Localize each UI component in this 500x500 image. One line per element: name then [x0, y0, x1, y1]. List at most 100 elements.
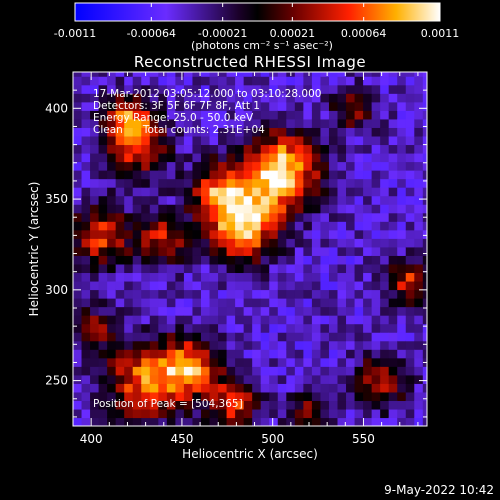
- heatmap-cell: [303, 110, 313, 120]
- heatmap-cell: [81, 357, 91, 367]
- heatmap-cell: [175, 127, 185, 137]
- heatmap-cell: [328, 383, 339, 393]
- heatmap-cell: [260, 263, 270, 274]
- heatmap-cell: [380, 229, 390, 239]
- heatmap-cell: [218, 84, 228, 94]
- heatmap-cell: [175, 178, 185, 188]
- heatmap-cell: [175, 263, 185, 274]
- heatmap-cell: [414, 187, 424, 197]
- heatmap-cell: [286, 323, 296, 333]
- heatmap-cell: [397, 374, 407, 384]
- heatmap-cell: [235, 400, 245, 410]
- heatmap-cell: [235, 238, 245, 248]
- heatmap-cell: [380, 400, 390, 410]
- heatmap-cell: [200, 76, 211, 86]
- heatmap-cell: [115, 93, 125, 103]
- heatmap-cell: [141, 400, 151, 410]
- heatmap-cell: [405, 238, 415, 248]
- heatmap-cell: [124, 84, 134, 94]
- heatmap-cell: [269, 246, 279, 256]
- heatmap-cell: [90, 357, 100, 367]
- heatmap-cell: [320, 340, 330, 350]
- heatmap-cell: [158, 315, 168, 325]
- heatmap-cell: [252, 178, 262, 188]
- heatmap-cell: [115, 118, 125, 128]
- heatmap-cell: [337, 238, 347, 248]
- heatmap-cell: [371, 187, 381, 197]
- heatmap-cell: [269, 84, 279, 94]
- heatmap-cell: [303, 187, 313, 197]
- heatmap-cell: [141, 315, 151, 325]
- heatmap-cell: [371, 144, 381, 154]
- heatmap-cell: [354, 366, 364, 376]
- heatmap-cell: [107, 289, 117, 299]
- heatmap-cell: [286, 374, 296, 384]
- heatmap-cell: [277, 383, 287, 393]
- heatmap-cell: [252, 289, 262, 299]
- heatmap-cell: [209, 238, 219, 248]
- heatmap-cell: [226, 391, 236, 402]
- heatmap-cell: [73, 170, 83, 180]
- heatmap-cell: [73, 84, 83, 94]
- heatmap-cell: [337, 135, 347, 146]
- heatmap-cell: [294, 332, 304, 342]
- heatmap-cell: [328, 417, 339, 426]
- heatmap-cell: [209, 76, 219, 86]
- heatmap-cell: [414, 144, 424, 154]
- heatmap-cell: [132, 118, 142, 128]
- heatmap-cell: [397, 332, 407, 342]
- heatmap-cell: [388, 127, 398, 137]
- heatmap-cell: [380, 170, 390, 180]
- heatmap-cell: [380, 152, 390, 163]
- heatmap-cell: [192, 229, 202, 239]
- heatmap-cell: [200, 127, 211, 137]
- heatmap-cell: [183, 323, 194, 333]
- heatmap-cell: [371, 357, 381, 367]
- heatmap-cell: [320, 144, 330, 154]
- heatmap-cell: [363, 272, 373, 282]
- heatmap-cell: [107, 315, 117, 325]
- heatmap-cell: [192, 204, 202, 214]
- heatmap-cell: [346, 152, 356, 163]
- heatmap-cell: [320, 101, 330, 111]
- heatmap-cell: [124, 118, 134, 128]
- heatmap-cell: [81, 306, 91, 316]
- heatmap-cell: [363, 152, 373, 163]
- heatmap-cell: [73, 280, 83, 291]
- colorbar-tick-label: 0.00064: [341, 27, 387, 40]
- heatmap-cell: [371, 408, 381, 419]
- heatmap-cell: [422, 170, 427, 180]
- heatmap-cell: [371, 135, 381, 146]
- heatmap-cell: [107, 374, 117, 384]
- heatmap-cell: [218, 187, 228, 197]
- heatmap-cell: [371, 238, 381, 248]
- heatmap-cell: [286, 135, 296, 146]
- heatmap-cell: [141, 76, 151, 86]
- heatmap-cell: [371, 221, 381, 231]
- heatmap-cell: [277, 178, 287, 188]
- heatmap-cell: [115, 349, 125, 359]
- heatmap-cell: [328, 118, 339, 128]
- heatmap-cell: [294, 263, 304, 274]
- heatmap-cell: [107, 298, 117, 308]
- heatmap-cell: [252, 323, 262, 333]
- heatmap-cell: [98, 383, 108, 393]
- heatmap-cell: [371, 272, 381, 282]
- heatmap-cell: [132, 315, 142, 325]
- heatmap-cell: [422, 195, 427, 205]
- heatmap-cell: [90, 315, 100, 325]
- heatmap-cell: [397, 187, 407, 197]
- heatmap-cell: [414, 118, 424, 128]
- heatmap-cell: [124, 101, 134, 111]
- heatmap-cell: [132, 374, 142, 384]
- heatmap-cell: [354, 118, 364, 128]
- heatmap-cell: [175, 400, 185, 410]
- plot-frame: [72, 71, 428, 427]
- heatmap-cell: [192, 246, 202, 256]
- heatmap-cell: [132, 366, 142, 376]
- heatmap-cell: [235, 72, 245, 77]
- heatmap-cell: [183, 332, 194, 342]
- heatmap-cell: [252, 357, 262, 367]
- heatmap-cell: [303, 374, 313, 384]
